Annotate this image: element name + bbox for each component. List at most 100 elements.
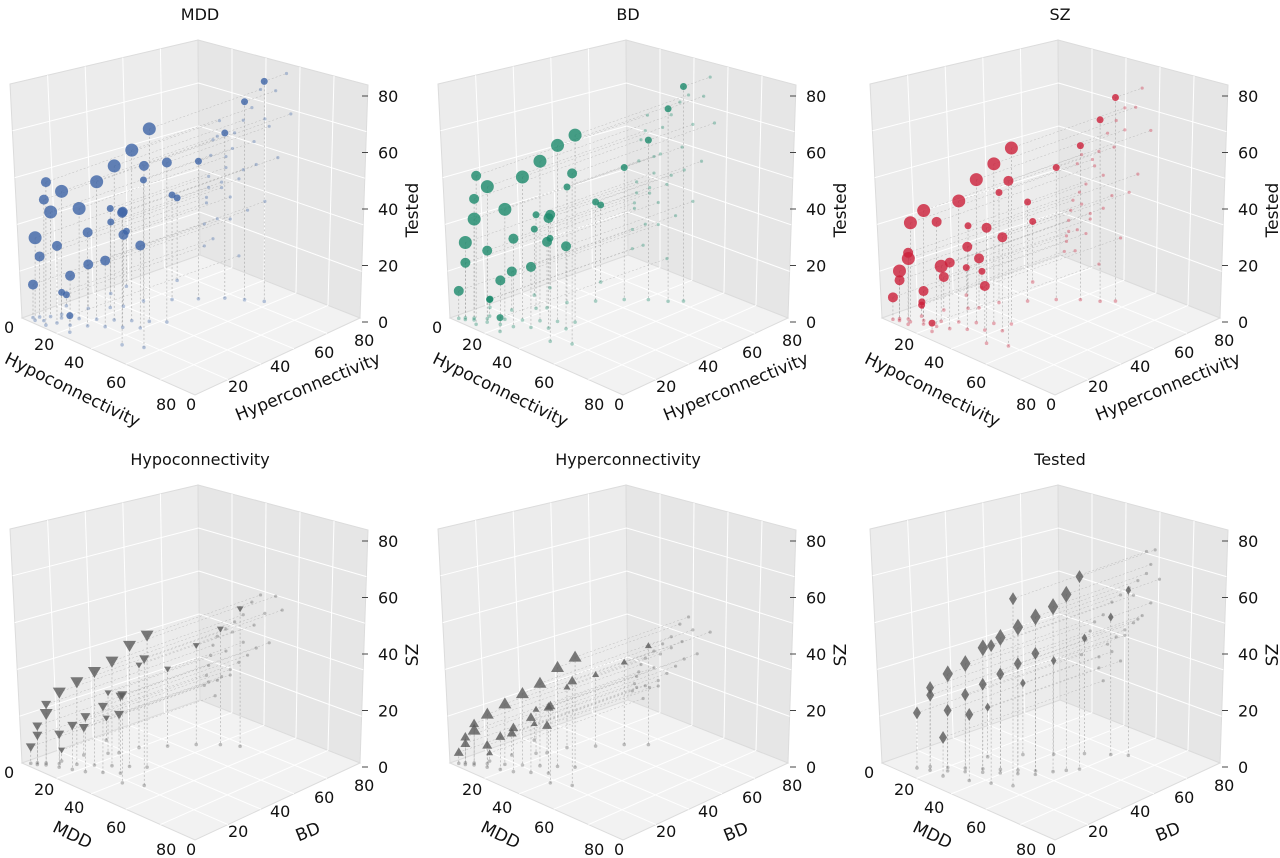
projection-line	[61, 695, 216, 751]
z-tick-label: 20	[1238, 257, 1258, 276]
projection-line	[107, 650, 227, 694]
floor-point	[124, 284, 129, 289]
data-point	[67, 721, 78, 731]
floor-point	[1108, 752, 1113, 757]
data-point	[545, 209, 556, 220]
data-point	[192, 643, 200, 650]
wall-point	[217, 119, 222, 123]
grid-line	[125, 737, 297, 810]
data-point	[194, 157, 202, 165]
y-tick-label: 80	[354, 331, 374, 350]
wall-point	[1071, 198, 1075, 202]
floor-point	[242, 297, 247, 302]
grid-line	[84, 511, 94, 738]
wall-point	[202, 244, 206, 248]
grid-line	[1059, 613, 1224, 671]
grid-line	[199, 211, 362, 272]
grid-line	[1058, 570, 1225, 624]
projection-line	[566, 653, 661, 688]
wall-point	[673, 214, 678, 218]
data-point	[486, 749, 494, 756]
data-point	[567, 168, 578, 179]
projection-line	[1011, 107, 1125, 149]
floor-point	[1011, 783, 1015, 788]
y-tick-label: 0	[614, 395, 624, 414]
floor-point	[110, 763, 114, 768]
x-tick-label: 20	[894, 335, 914, 354]
wall-point	[639, 662, 643, 667]
grid-line	[1019, 48, 1025, 268]
data-point	[620, 658, 628, 665]
floor-point	[1113, 299, 1118, 303]
floor-point	[472, 761, 476, 765]
projection-line	[85, 662, 240, 717]
chart-title: Hyperconnectivity	[555, 450, 701, 469]
wall-point	[1093, 164, 1097, 168]
z-tick-label: 40	[806, 645, 826, 664]
projection-line	[102, 654, 248, 707]
wall-point	[708, 630, 712, 634]
wall-point	[237, 177, 241, 181]
data-point	[515, 687, 529, 699]
floor-point	[598, 280, 603, 284]
data-point	[1050, 656, 1057, 666]
data-point	[140, 630, 154, 642]
grid-line	[198, 527, 367, 578]
wall-point	[1075, 228, 1079, 232]
data-point	[82, 227, 93, 238]
z-axis-label: SZ	[831, 644, 851, 666]
wall-point	[635, 180, 639, 184]
floor-point	[85, 324, 90, 328]
floor-point	[1021, 752, 1025, 757]
y-tick-label: 0	[1046, 395, 1056, 414]
y-tick-label: 40	[698, 802, 718, 821]
floor-point	[555, 764, 560, 769]
z-axis-label: SZ	[1263, 644, 1280, 666]
x-axis-label: MDD	[909, 818, 954, 854]
wall-point	[228, 195, 232, 199]
data-point	[469, 193, 480, 204]
projection-line	[565, 201, 693, 247]
wall-point	[669, 173, 673, 177]
floor-point	[921, 322, 926, 326]
wall-point	[635, 685, 639, 689]
floor-point	[42, 318, 46, 323]
data-point	[563, 183, 571, 191]
floor-point	[1078, 297, 1083, 302]
y-tick-label: 60	[1174, 788, 1194, 807]
floor-point	[529, 325, 533, 330]
data-point	[495, 275, 506, 286]
floor-point	[117, 751, 121, 755]
data-point	[66, 312, 74, 320]
data-point	[80, 713, 91, 722]
grid-line	[982, 502, 990, 726]
grid-line	[91, 279, 265, 350]
floor-point	[92, 763, 97, 767]
data-point	[41, 700, 52, 710]
floor-point	[646, 742, 651, 747]
floor-point	[194, 742, 199, 747]
floor-point	[485, 765, 490, 769]
data-point	[480, 707, 494, 719]
floor-point	[919, 314, 924, 318]
wall-point	[204, 673, 209, 677]
projection-line	[574, 616, 689, 658]
floor-point	[532, 738, 537, 742]
wall-point	[1118, 236, 1123, 240]
wall-point	[641, 243, 645, 247]
wall-point	[630, 689, 634, 693]
projection-line	[965, 614, 1104, 664]
floor-point	[565, 300, 569, 305]
floor-point	[942, 308, 946, 312]
z-tick-label: 20	[378, 702, 398, 721]
data-point	[545, 700, 556, 710]
data-point	[960, 655, 971, 673]
x-tick-label: 0	[4, 763, 14, 782]
data-point	[515, 170, 529, 184]
grid-line	[160, 749, 329, 826]
wall-point	[648, 191, 652, 195]
wall-point	[1064, 234, 1069, 238]
floor-point	[59, 312, 64, 317]
floor-point	[570, 783, 575, 788]
data-point	[664, 105, 672, 113]
